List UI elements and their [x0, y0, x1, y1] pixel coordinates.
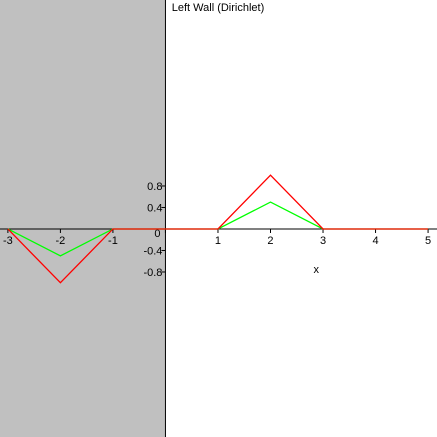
x-tick-label: 3	[320, 235, 326, 247]
wall-region	[0, 0, 166, 437]
y-tick-label: 0.8	[147, 181, 162, 193]
x-axis-label: x	[313, 264, 319, 276]
x-tick-label: -2	[56, 235, 66, 247]
x-tick-label: 1	[215, 235, 221, 247]
series-line	[7, 174, 429, 284]
x-tick-label: 2	[267, 235, 273, 247]
x-tick-label: 5	[425, 235, 431, 247]
y-tick-label: 0.4	[147, 202, 162, 214]
x-tick-label: -1	[108, 235, 118, 247]
y-tick-label: -0.4	[143, 245, 162, 257]
x-tick-label: -3	[3, 235, 13, 247]
x-tick-label: 0	[154, 228, 160, 240]
y-tick-label: -0.8	[143, 267, 162, 279]
chart-title: Left Wall (Dirichlet)	[172, 2, 265, 14]
x-tick-label: 4	[372, 235, 378, 247]
